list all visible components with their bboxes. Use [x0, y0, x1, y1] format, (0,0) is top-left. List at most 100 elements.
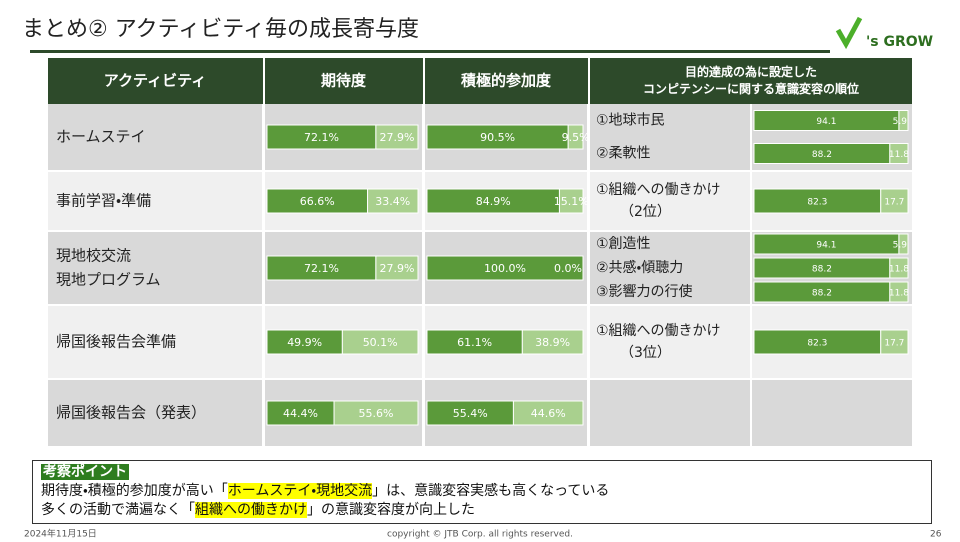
competency: ②柔軟性 [596, 146, 651, 162]
competency: ③影響力の行使 [596, 283, 693, 300]
bar-label: 0.0% [554, 262, 582, 275]
competency: （3位） [620, 345, 671, 361]
bar-label: 72.1% [304, 131, 339, 144]
bar-label: 38.9% [535, 336, 570, 349]
bar-label: 94.1 [816, 117, 836, 127]
header-bg [48, 58, 912, 104]
bar-label: 88.2 [812, 265, 832, 275]
competency: ②共感・傾聴力 [596, 259, 683, 276]
bar-segment [426, 329, 523, 355]
bar-segment [898, 110, 909, 131]
bar-segment [266, 255, 377, 281]
note-box: 考察ポイント 期待度・積極的参加度が高い「ホームステイ・現地交流」は、意識変容実感… [32, 460, 932, 524]
bar-label: 72.1% [304, 262, 339, 275]
activity: 事前学習・準備 [56, 192, 151, 210]
bar-label: 5.9 [893, 117, 908, 127]
hl: 組織への働きかけ [195, 502, 307, 518]
bar-segment [426, 188, 560, 214]
competency: ①組織への働きかけ [596, 182, 721, 198]
bar-label: 84.9% [476, 195, 511, 208]
header-divider [423, 58, 425, 104]
date: 2024年11月15日 [24, 528, 97, 540]
bar-label: 55.4% [453, 407, 488, 420]
bar-label: 11.8 [889, 150, 909, 160]
header-cell: アクティビティ [104, 72, 206, 90]
hl: ホームステイ・現地交流 [227, 483, 373, 499]
cell-bg [48, 232, 262, 304]
bar-label: 9.5% [562, 131, 590, 144]
bar-label: 61.1% [457, 336, 492, 349]
logo: 's GROW [866, 34, 933, 50]
competency: ①創造性 [596, 236, 651, 252]
header-cell: 目的達成の為に設定した [685, 64, 817, 79]
bar-label: 100.0% [484, 262, 526, 275]
header-divider [263, 58, 265, 104]
bar-segment [889, 281, 909, 303]
bar-label: 15.1% [554, 195, 589, 208]
bar-segment [880, 188, 909, 214]
header-cell: 期待度 [321, 72, 366, 90]
bar-label: 88.2 [812, 150, 832, 160]
bar-segment [426, 124, 569, 150]
bar-segment [889, 257, 909, 279]
competency: ①組織への働きかけ [596, 323, 721, 339]
activity: ホームステイ [56, 128, 146, 146]
activity: 現地校交流 [56, 247, 131, 265]
bar-segment [426, 255, 584, 281]
bar-segment [426, 400, 514, 426]
bar-label: 55.6% [359, 407, 394, 420]
bar-segment [375, 124, 419, 150]
bar-segment [889, 143, 909, 164]
bar-label: 17.7 [884, 339, 904, 349]
header-cell: コンピテンシーに関する意識変容の順位 [643, 81, 859, 96]
note-line: 期待度・積極的参加度が高い「ホームステイ・現地交流」は、意識変容実感も高くなって… [41, 482, 923, 501]
bar-segment [898, 233, 909, 255]
bar-label: 5.9 [893, 241, 908, 251]
bar-label: 49.9% [287, 336, 322, 349]
competency: （2位） [620, 204, 671, 220]
bar-label: 66.6% [300, 195, 335, 208]
bar-label: 27.9% [379, 131, 414, 144]
cell-bg [48, 306, 262, 378]
activity: 現地プログラム [56, 271, 161, 289]
bar-label: 82.3 [807, 339, 827, 349]
title: まとめ② アクティビティ毎の成長寄与度 [22, 17, 419, 42]
logo-check [835, 16, 863, 50]
bar-label: 44.4% [283, 407, 318, 420]
note-text: 」は、意識変容実感も高くなっている [372, 483, 610, 499]
bar-segment [558, 188, 584, 214]
page-number: 26 [930, 530, 942, 540]
cell-bg [590, 172, 750, 230]
bar-label: 90.5% [480, 131, 515, 144]
bar-segment [512, 400, 584, 426]
cell-bg [48, 172, 262, 230]
header-divider [588, 58, 590, 104]
bar-segment [341, 329, 419, 355]
bar-segment [521, 329, 584, 355]
bar-label: 44.6% [531, 407, 566, 420]
title-rule [30, 50, 830, 53]
cell-bg [590, 232, 750, 304]
bar-segment [753, 329, 882, 355]
cell-bg [752, 380, 912, 446]
note-text: 期待度・積極的参加度が高い「 [41, 483, 228, 499]
cell-bg [48, 380, 262, 446]
bar-label: 11.8 [889, 265, 909, 275]
bar-label: 33.4% [375, 195, 410, 208]
cell-bg [590, 104, 750, 170]
bar-label: 11.8 [889, 289, 909, 299]
cell-bg [590, 306, 750, 378]
note-text: 多くの活動で満遍なく「 [41, 502, 195, 518]
bar-segment [753, 188, 882, 214]
bar-label: 17.7 [884, 198, 904, 208]
cell-bg [48, 104, 262, 170]
note-text: 」の意識変容度が向上した [307, 502, 475, 518]
bar-segment [567, 124, 584, 150]
bar-segment [333, 400, 419, 426]
bar-segment [375, 255, 419, 281]
activity: 帰国後報告会準備 [56, 333, 176, 351]
bar-label: 94.1 [816, 241, 836, 251]
bar-segment [880, 329, 909, 355]
